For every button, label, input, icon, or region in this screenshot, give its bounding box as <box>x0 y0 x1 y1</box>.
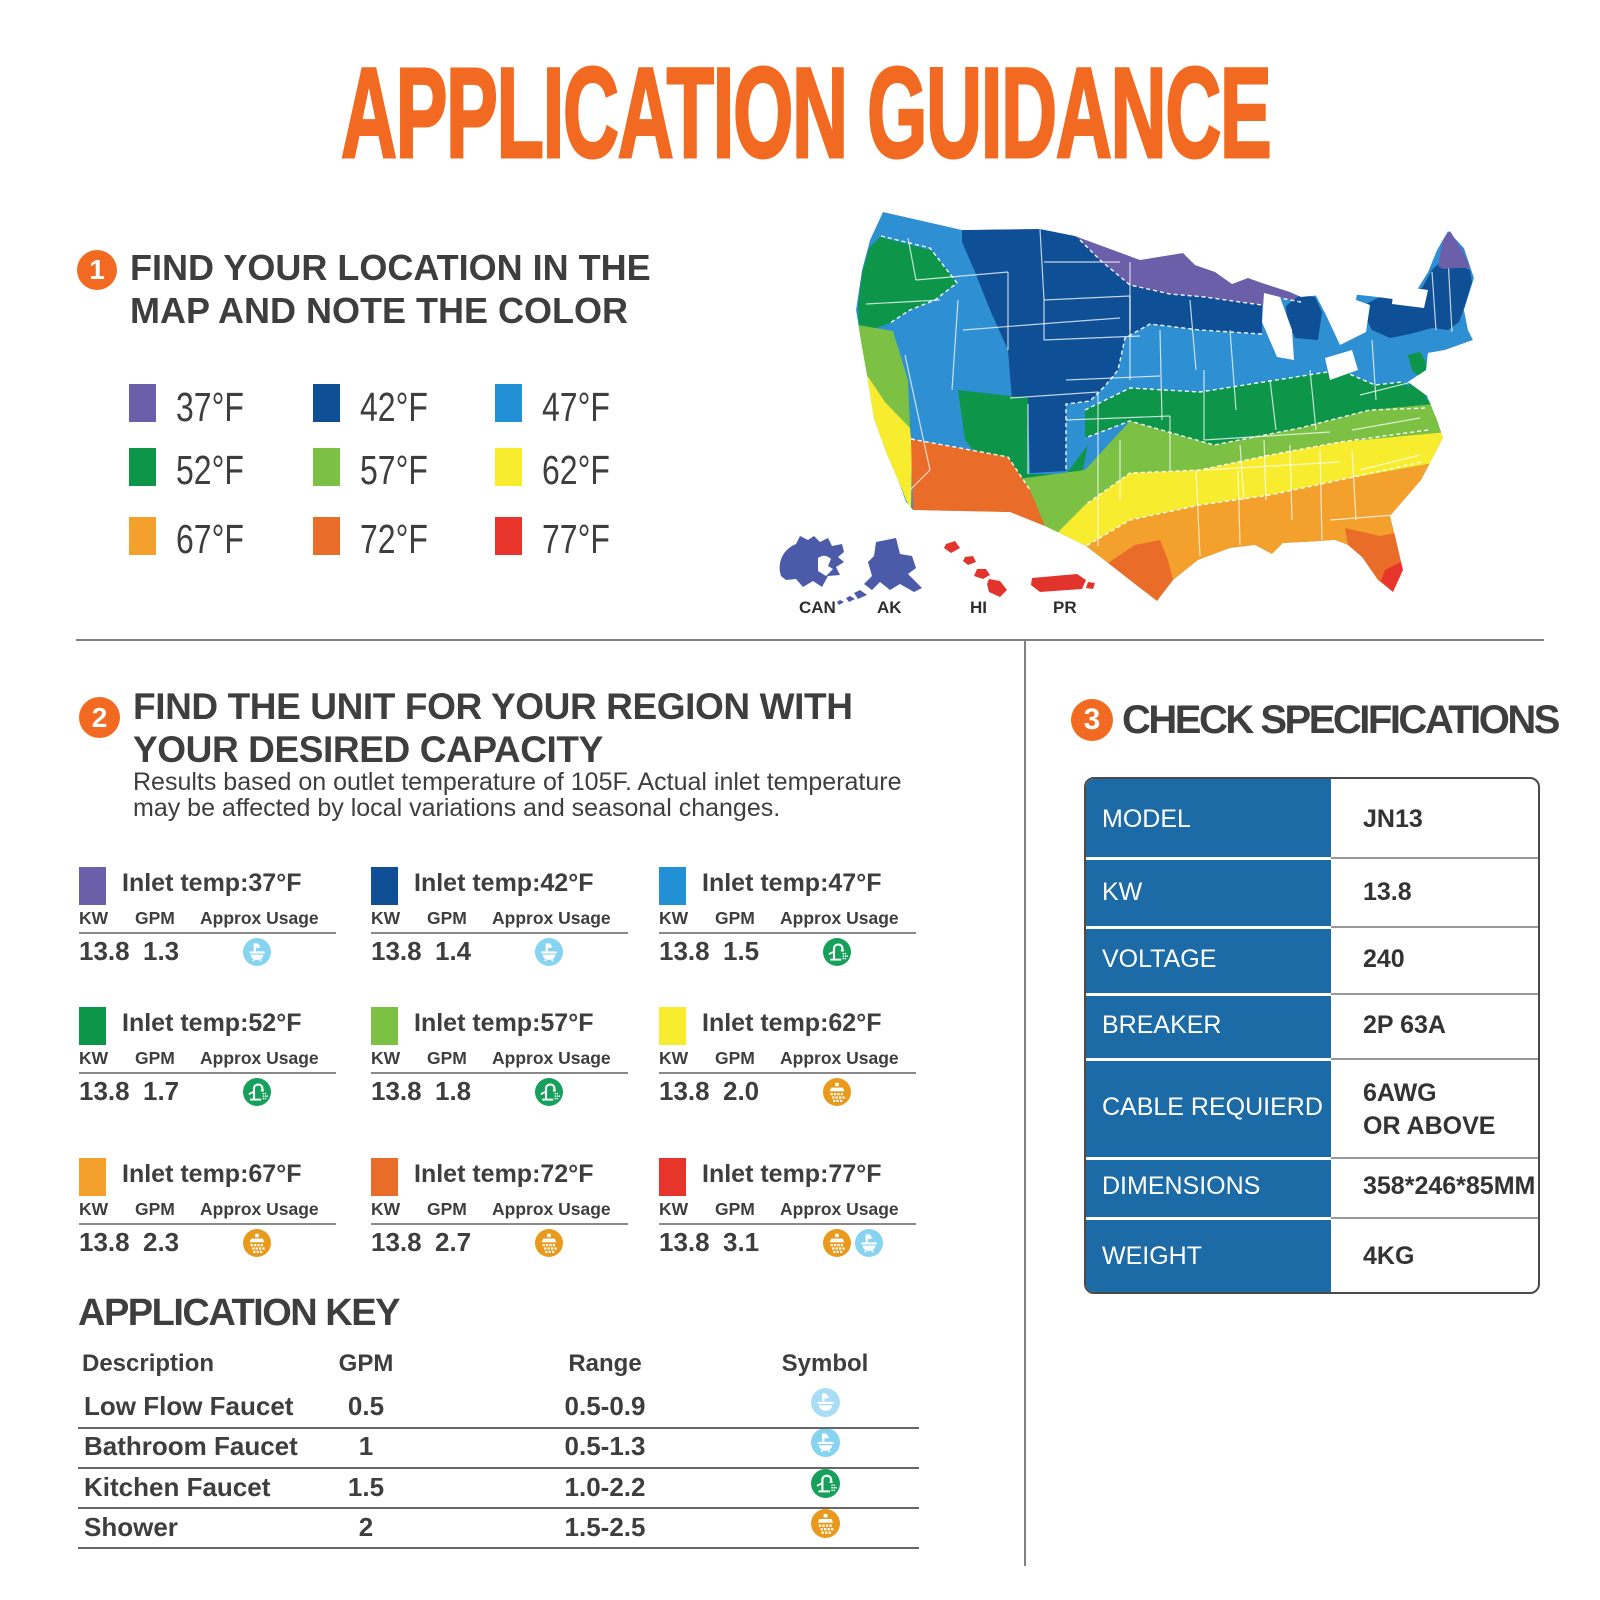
svg-text:AK: AK <box>877 598 902 617</box>
svg-text:CAN: CAN <box>799 598 836 617</box>
svg-text:HI: HI <box>970 598 987 617</box>
svg-text:PR: PR <box>1053 598 1077 617</box>
